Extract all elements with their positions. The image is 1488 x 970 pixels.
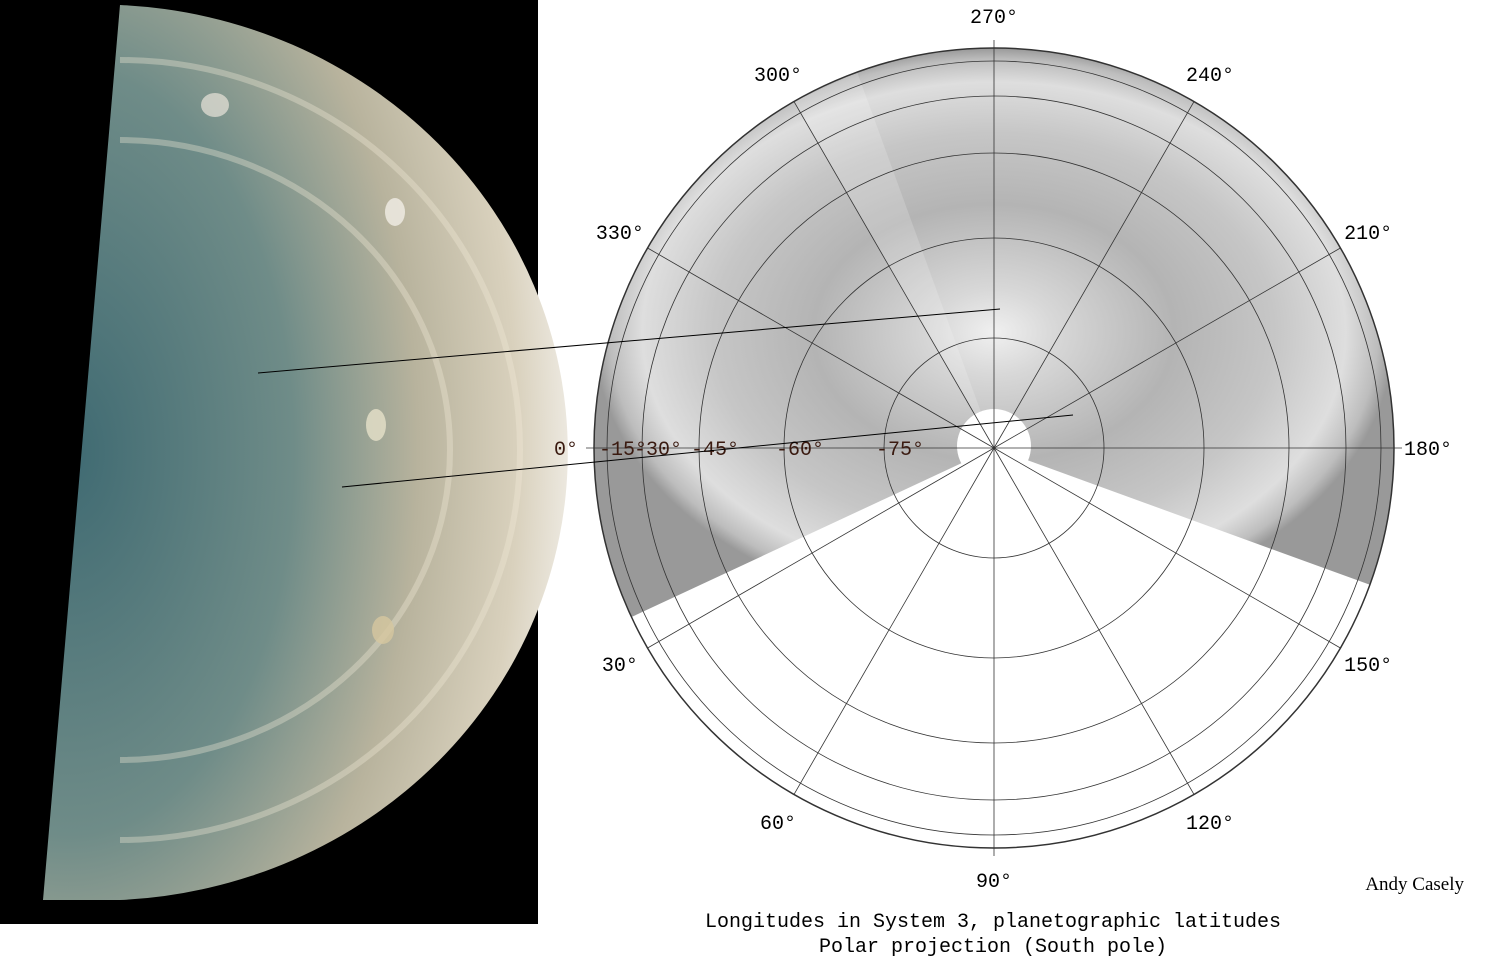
storm-oval: [385, 198, 405, 226]
longitude-spoke: [793, 101, 995, 449]
longitude-label: 240°: [1186, 65, 1234, 88]
latitude-label: 0°: [554, 439, 578, 462]
latitude-label: -15°: [599, 439, 647, 462]
longitude-spoke: [647, 447, 995, 649]
latitude-label: -60°: [776, 439, 824, 462]
storm-oval: [366, 409, 386, 441]
connector-line-lower: [341, 414, 1074, 488]
planet-bands: [119, 57, 523, 843]
longitude-label: 60°: [760, 813, 796, 836]
longitude-label: 180°: [1404, 439, 1452, 462]
longitude-label: 30°: [602, 655, 638, 678]
longitude-spoke: [993, 247, 1341, 449]
jupiter-photo: [0, 0, 568, 924]
caption-line-2: Polar projection (South pole): [819, 936, 1167, 959]
longitude-label: 90°: [976, 871, 1012, 894]
caption-line-1: Longitudes in System 3, planetographic l…: [705, 911, 1281, 934]
longitude-spoke: [993, 447, 1195, 795]
credit: Andy Casely: [1365, 874, 1464, 895]
polar-projection-map: 270° 240° 210° 180° 150° 120° 90° 60° 30° 330° 300…: [554, 7, 1452, 894]
storm-oval: [372, 616, 394, 644]
longitude-spoke: [993, 447, 1341, 649]
latitude-label: -30°: [634, 439, 682, 462]
longitude-spoke: [793, 447, 995, 795]
longitude-label: 120°: [1186, 813, 1234, 836]
latitude-label: -75°: [876, 439, 924, 462]
longitude-label: 300°: [754, 65, 802, 88]
longitude-label: 330°: [596, 223, 644, 246]
longitude-spoke: [993, 101, 1195, 449]
map-light-sector: [794, 72, 994, 448]
longitude-label: 150°: [1344, 655, 1392, 678]
planet-disk: [43, 5, 568, 900]
connector-line-upper: [257, 308, 1001, 374]
longitude-label: 210°: [1344, 223, 1392, 246]
longitude-spoke: [647, 247, 995, 449]
longitude-label: 270°: [970, 7, 1018, 30]
storm-oval: [201, 93, 229, 117]
